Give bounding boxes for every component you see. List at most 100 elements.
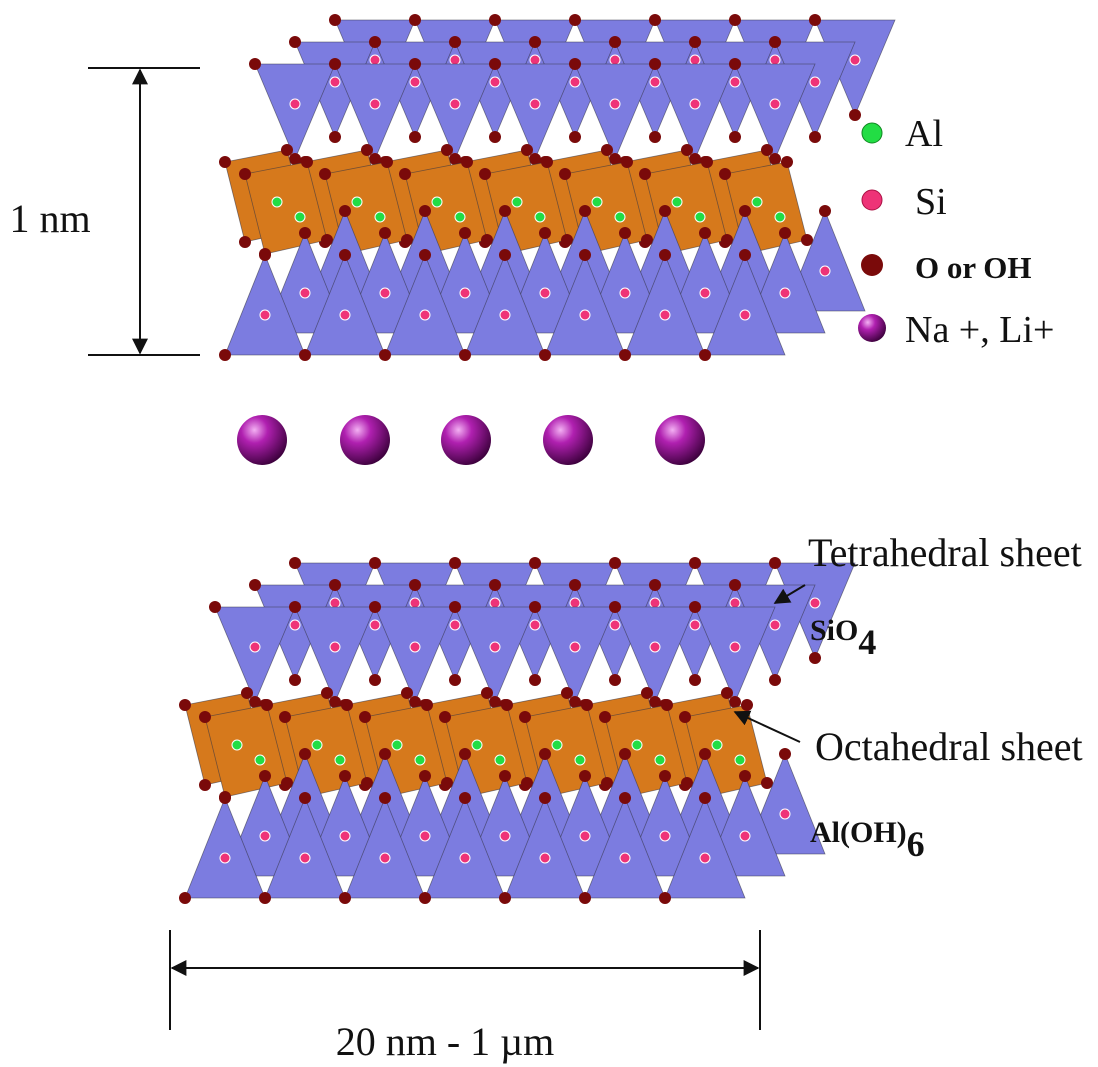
atom [410,642,420,652]
atom [601,144,613,156]
atom [719,168,731,180]
atom [849,109,861,121]
atom [375,212,385,222]
atom [729,14,741,26]
atom [179,699,191,711]
atom [289,36,301,48]
atom [541,156,553,168]
atom [672,197,682,207]
atom [552,740,562,750]
atom [409,14,421,26]
atom [569,131,581,143]
atom [721,687,733,699]
tetrahedron [575,64,655,159]
atom [449,601,461,613]
atom [199,779,211,791]
atom [490,598,500,608]
thickness-label: 1 nm [9,196,90,241]
atom [490,77,500,87]
atom [700,853,710,863]
tetrahedron [295,607,375,702]
atom [739,770,751,782]
atom [441,777,453,789]
atom [530,55,540,65]
atom [781,156,793,168]
atom [601,777,613,789]
atom [281,777,293,789]
atom [179,892,191,904]
atom [529,557,541,569]
atom [299,349,311,361]
atom [495,755,505,765]
atom [369,674,381,686]
atom [499,249,511,261]
atom [490,642,500,652]
atom [290,99,300,109]
atom [519,711,531,723]
atom [579,205,591,217]
atom [599,711,611,723]
atom [329,14,341,26]
ion [543,415,593,465]
atom [361,777,373,789]
atom [619,748,631,760]
atom [380,288,390,298]
atom [421,699,433,711]
annotation-label: Tetrahedral sheet [808,530,1082,575]
atom [730,642,740,652]
atom [729,579,741,591]
tetrahedron [415,64,495,159]
ion [237,415,287,465]
atom [219,156,231,168]
atom [679,711,691,723]
atom [299,748,311,760]
atom [419,249,431,261]
atom [689,674,701,686]
lateral-size-label: 20 nm - 1 µm [336,1019,555,1064]
atom [655,755,665,765]
atom [420,310,430,320]
atom [312,740,322,750]
atom [450,620,460,630]
atom [850,55,860,65]
atom [809,131,821,143]
formula: Al(OH)6 [810,816,925,864]
formula-base: SiO [810,614,858,647]
atom [501,699,513,711]
atom [819,205,831,217]
atom [219,792,231,804]
atom [619,349,631,361]
atom [559,168,571,180]
atom [609,674,621,686]
atom [209,601,221,613]
atom [729,58,741,70]
atom [809,14,821,26]
atom [659,249,671,261]
atom [780,809,790,819]
atom [279,711,291,723]
atom [239,168,251,180]
atom [409,579,421,591]
atom [419,892,431,904]
atom [659,770,671,782]
atom [535,212,545,222]
atom [419,770,431,782]
atom [579,249,591,261]
atom [721,234,733,246]
atom [609,601,621,613]
atom [295,212,305,222]
atom [689,557,701,569]
atom [775,212,785,222]
atom [449,557,461,569]
atom [681,777,693,789]
atom [479,168,491,180]
atom [739,249,751,261]
atom [259,892,271,904]
atom [539,748,551,760]
tetrahedron [655,64,735,159]
atom [740,831,750,841]
atom [769,36,781,48]
ion [340,415,390,465]
atom [699,227,711,239]
atom [681,144,693,156]
